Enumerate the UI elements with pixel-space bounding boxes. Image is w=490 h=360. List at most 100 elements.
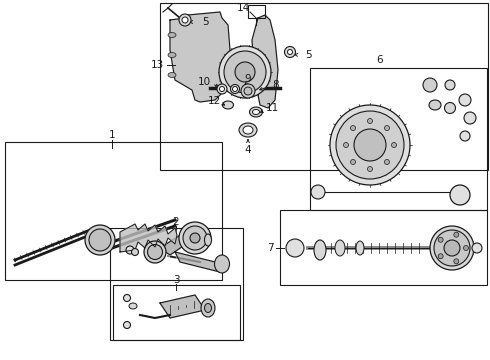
Ellipse shape xyxy=(232,86,238,91)
Ellipse shape xyxy=(285,46,295,58)
Ellipse shape xyxy=(350,126,356,131)
Ellipse shape xyxy=(224,51,266,93)
Ellipse shape xyxy=(464,246,468,251)
Ellipse shape xyxy=(123,321,130,328)
Ellipse shape xyxy=(179,222,211,254)
Ellipse shape xyxy=(123,294,130,302)
Text: 3: 3 xyxy=(172,275,179,285)
Ellipse shape xyxy=(454,259,459,264)
Ellipse shape xyxy=(217,84,227,94)
Ellipse shape xyxy=(168,32,176,37)
Text: 5: 5 xyxy=(305,50,311,60)
Ellipse shape xyxy=(459,94,471,106)
Ellipse shape xyxy=(288,50,293,54)
Bar xyxy=(248,5,265,18)
Ellipse shape xyxy=(330,105,410,185)
Text: 5: 5 xyxy=(202,17,208,27)
Ellipse shape xyxy=(125,296,129,300)
Ellipse shape xyxy=(222,101,234,109)
Ellipse shape xyxy=(438,254,443,259)
Ellipse shape xyxy=(343,143,348,148)
Polygon shape xyxy=(160,295,205,318)
Ellipse shape xyxy=(450,185,470,205)
Ellipse shape xyxy=(241,84,255,98)
Ellipse shape xyxy=(204,234,212,246)
Text: 12: 12 xyxy=(207,96,220,106)
Bar xyxy=(160,3,488,170)
Ellipse shape xyxy=(220,86,224,91)
Ellipse shape xyxy=(126,246,134,254)
Ellipse shape xyxy=(190,233,200,243)
Ellipse shape xyxy=(350,159,356,165)
Bar xyxy=(310,68,487,210)
Ellipse shape xyxy=(243,126,253,134)
Ellipse shape xyxy=(336,111,404,179)
Ellipse shape xyxy=(147,244,163,260)
Ellipse shape xyxy=(423,78,437,92)
Ellipse shape xyxy=(444,240,460,256)
Ellipse shape xyxy=(354,129,386,161)
Ellipse shape xyxy=(129,303,137,309)
Ellipse shape xyxy=(447,105,452,111)
Ellipse shape xyxy=(392,143,396,148)
Text: 8: 8 xyxy=(273,80,279,90)
Bar xyxy=(280,210,487,285)
Ellipse shape xyxy=(444,103,456,113)
Ellipse shape xyxy=(125,323,129,327)
Ellipse shape xyxy=(335,240,345,256)
Ellipse shape xyxy=(368,166,372,171)
Polygon shape xyxy=(120,224,177,252)
Text: 13: 13 xyxy=(150,60,164,70)
Ellipse shape xyxy=(438,237,443,242)
Ellipse shape xyxy=(314,240,326,260)
Text: 9: 9 xyxy=(245,74,251,84)
Text: 11: 11 xyxy=(266,103,279,113)
Ellipse shape xyxy=(230,85,240,94)
Text: 1: 1 xyxy=(109,130,115,140)
Text: 7: 7 xyxy=(267,243,273,253)
Polygon shape xyxy=(170,12,230,102)
Bar xyxy=(5,142,222,280)
Ellipse shape xyxy=(464,112,476,124)
Ellipse shape xyxy=(128,248,132,252)
Ellipse shape xyxy=(460,131,470,141)
Text: 6: 6 xyxy=(377,55,383,65)
Bar xyxy=(113,285,240,340)
Polygon shape xyxy=(175,252,220,272)
Ellipse shape xyxy=(463,134,467,139)
Ellipse shape xyxy=(235,62,255,82)
Ellipse shape xyxy=(368,118,372,123)
Text: 4: 4 xyxy=(245,145,251,155)
Text: 2: 2 xyxy=(172,217,179,227)
Ellipse shape xyxy=(291,243,299,252)
Ellipse shape xyxy=(252,109,260,114)
Ellipse shape xyxy=(426,81,434,89)
Ellipse shape xyxy=(168,53,176,58)
Ellipse shape xyxy=(430,226,474,270)
Ellipse shape xyxy=(168,72,176,77)
Ellipse shape xyxy=(385,126,390,131)
Ellipse shape xyxy=(455,190,465,200)
Ellipse shape xyxy=(131,248,139,256)
Ellipse shape xyxy=(249,107,263,117)
Ellipse shape xyxy=(434,230,470,266)
Ellipse shape xyxy=(356,241,364,255)
Ellipse shape xyxy=(467,115,473,121)
Ellipse shape xyxy=(183,226,207,250)
Ellipse shape xyxy=(201,299,215,317)
Ellipse shape xyxy=(286,239,304,257)
Ellipse shape xyxy=(472,243,482,253)
Ellipse shape xyxy=(385,159,390,165)
Text: 14: 14 xyxy=(236,3,249,13)
Ellipse shape xyxy=(182,17,188,23)
Bar xyxy=(110,228,243,340)
Ellipse shape xyxy=(454,232,459,237)
Ellipse shape xyxy=(239,123,257,137)
Ellipse shape xyxy=(85,225,115,255)
Ellipse shape xyxy=(429,100,441,110)
Ellipse shape xyxy=(445,80,455,90)
Ellipse shape xyxy=(179,14,191,26)
Ellipse shape xyxy=(215,255,229,273)
Ellipse shape xyxy=(219,46,271,98)
Ellipse shape xyxy=(244,87,252,95)
